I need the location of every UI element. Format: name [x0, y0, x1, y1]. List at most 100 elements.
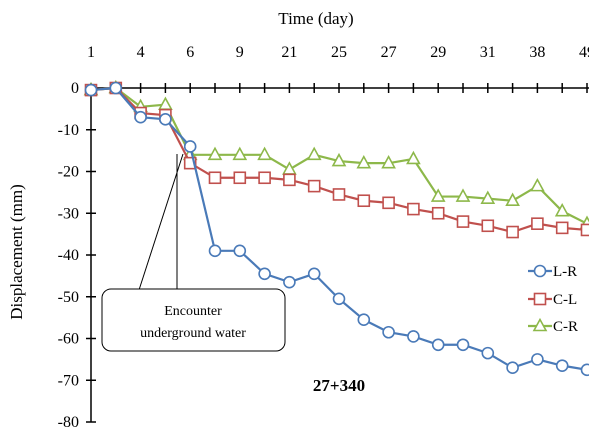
- x-tick-label: 29: [430, 44, 446, 61]
- data-point: [207, 146, 223, 161]
- annotation-pointer-left: [138, 153, 184, 291]
- y-tick-label: 0: [71, 80, 79, 97]
- data-point: [530, 177, 545, 192]
- data-point: [159, 113, 172, 126]
- data-point: [183, 140, 197, 153]
- legend-label: C-R: [553, 319, 578, 335]
- data-point: [134, 110, 147, 124]
- x-tick-label: 4: [137, 44, 145, 61]
- data-point: [257, 146, 272, 161]
- data-point: [430, 188, 446, 202]
- data-point: [233, 171, 247, 185]
- y-tick-label: -30: [58, 205, 79, 222]
- data-point: [480, 190, 496, 204]
- legend-label: L-R: [553, 264, 577, 280]
- data-point: [233, 244, 247, 258]
- annotation-text-line1: Encounter: [164, 304, 222, 319]
- series-line: [90, 86, 589, 373]
- data-point: [109, 81, 123, 95]
- data-point: [555, 221, 569, 235]
- y-tick-label: -50: [58, 289, 79, 306]
- data-point: [505, 192, 520, 207]
- x-tick-label: 6: [186, 44, 194, 61]
- data-point: [554, 202, 570, 217]
- x-tick-labels: 1 4 6 9 21 25 27 29 31 38 49: [87, 44, 589, 61]
- y-tick-label: -80: [58, 414, 79, 431]
- data-point: [382, 196, 395, 210]
- data-point: [481, 219, 495, 233]
- data-point: [282, 161, 297, 175]
- data-point: [431, 338, 445, 352]
- data-point: [406, 150, 421, 165]
- x-tick-label: 1: [87, 44, 95, 61]
- series-line: [90, 86, 589, 234]
- data-point: [258, 171, 271, 185]
- data-point: [357, 194, 371, 208]
- x-tick-label: 31: [480, 44, 496, 61]
- data-point: [357, 313, 371, 327]
- legend: L-R C-L C-R: [528, 264, 578, 335]
- data-point: [580, 223, 589, 237]
- data-point: [307, 267, 321, 281]
- series-line: [90, 86, 589, 227]
- series-l-r: [84, 81, 589, 377]
- y-tick-label: -60: [58, 331, 79, 348]
- y-tick-label: -40: [58, 247, 79, 264]
- series-c-l: [84, 81, 589, 239]
- data-point: [208, 244, 222, 258]
- legend-label: C-L: [553, 292, 577, 308]
- x-tick-label: 27: [381, 44, 397, 61]
- data-point: [532, 317, 548, 332]
- data-point: [307, 179, 321, 193]
- data-point: [158, 96, 173, 110]
- x-tick-label: 25: [331, 44, 347, 61]
- y-axis: 0 -10 -20 -30 -40 -50 -60 -70 -80: [58, 80, 96, 431]
- data-point: [208, 171, 222, 185]
- data-point: [455, 188, 471, 202]
- series-c-r: [83, 79, 589, 229]
- y-tick-label: -70: [58, 372, 79, 389]
- series-layer: [83, 79, 589, 377]
- data-point: [84, 83, 98, 97]
- station-label: 27+340: [313, 376, 365, 395]
- x-tick-label: 49: [579, 44, 589, 61]
- data-point: [506, 361, 519, 375]
- annotation-text-line2: underground water: [140, 326, 246, 341]
- data-point: [456, 215, 470, 228]
- data-point: [407, 202, 420, 216]
- data-point: [531, 353, 544, 366]
- data-point: [481, 346, 495, 360]
- data-point: [456, 338, 470, 352]
- data-point: [533, 292, 547, 306]
- data-point: [431, 206, 445, 220]
- data-point: [382, 325, 395, 339]
- data-point: [356, 154, 372, 169]
- y-tick-label: -20: [58, 164, 79, 181]
- data-point: [283, 275, 296, 289]
- legend-item-c-l: C-L: [528, 292, 577, 308]
- data-point: [407, 330, 420, 343]
- annotation-box: [101, 288, 286, 352]
- data-point: [332, 188, 346, 201]
- x-tick-label: 38: [529, 44, 545, 61]
- legend-item-c-r: C-R: [528, 317, 578, 335]
- data-point: [531, 217, 544, 230]
- y-axis-title: Displacement (mm): [7, 184, 26, 320]
- data-point: [232, 146, 248, 161]
- data-point: [306, 146, 322, 161]
- data-point: [183, 156, 197, 170]
- x-tick-label: 21: [281, 44, 297, 61]
- data-point: [381, 154, 396, 169]
- data-point: [283, 173, 296, 187]
- x-axis: [90, 83, 589, 93]
- y-tick-label: -10: [58, 122, 79, 139]
- data-point: [506, 225, 519, 239]
- data-point: [555, 359, 569, 372]
- data-point: [332, 292, 346, 306]
- x-tick-label: 9: [236, 44, 244, 61]
- x-axis-title: Time (day): [278, 9, 353, 28]
- data-point: [580, 363, 589, 377]
- data-point: [331, 152, 347, 167]
- legend-item-l-r: L-R: [528, 264, 577, 280]
